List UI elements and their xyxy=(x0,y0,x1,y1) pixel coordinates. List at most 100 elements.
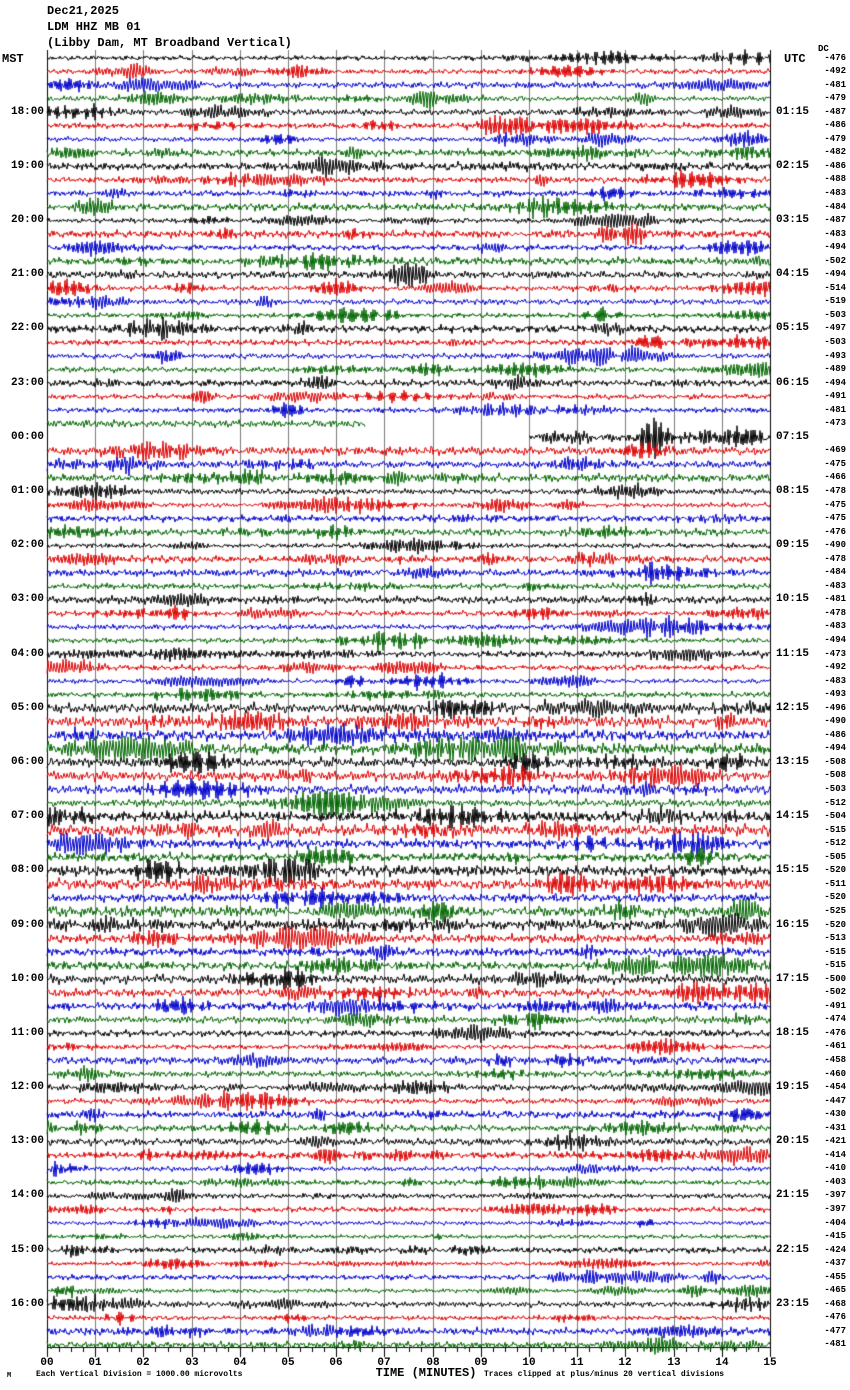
hour-label-mst: 19:00 xyxy=(10,160,44,172)
hour-label-utc: 08:15 xyxy=(776,485,810,497)
hour-label-utc: 06:15 xyxy=(776,377,810,389)
dc-offset-value: -473 xyxy=(824,649,846,659)
dc-offset-value: -466 xyxy=(824,472,846,482)
hour-label-utc: 05:15 xyxy=(776,322,810,334)
dc-offset-value: -483 xyxy=(824,229,846,239)
dc-offset-value: -481 xyxy=(824,1339,846,1349)
minute-tick-label: 07 xyxy=(377,1357,391,1369)
dc-offset-value: -487 xyxy=(824,107,846,117)
minute-tick-label: 00 xyxy=(40,1357,54,1369)
dc-offset-value: -505 xyxy=(824,852,846,862)
hour-label-utc: 17:15 xyxy=(776,973,810,985)
hour-label-mst: 08:00 xyxy=(10,864,44,876)
hour-label-utc: 15:15 xyxy=(776,864,810,876)
minute-tick-label: 15 xyxy=(763,1357,777,1369)
dc-offset-value: -511 xyxy=(824,879,846,889)
dc-offset-value: -478 xyxy=(824,486,846,496)
dc-offset-value: -469 xyxy=(824,445,846,455)
dc-offset-value: -515 xyxy=(824,960,846,970)
dc-offset-value: -508 xyxy=(824,770,846,780)
dc-offset-value: -494 xyxy=(824,242,846,252)
dc-offset-value: -508 xyxy=(824,757,846,767)
dc-offset-value: -490 xyxy=(824,716,846,726)
hour-label-mst: 23:00 xyxy=(10,377,44,389)
dc-offset-value: -447 xyxy=(824,1096,846,1106)
dc-offset-value: -487 xyxy=(824,215,846,225)
x-axis-title: TIME (MINUTES) xyxy=(375,1366,477,1380)
hour-label-mst: 07:00 xyxy=(10,810,44,822)
dc-offset-value: -486 xyxy=(824,730,846,740)
dc-offset-value: -491 xyxy=(824,391,846,401)
minute-tick-label: 02 xyxy=(136,1357,150,1369)
minute-tick-label: 01 xyxy=(88,1357,102,1369)
dc-offset-value: -437 xyxy=(824,1258,846,1268)
dc-offset-value: -491 xyxy=(824,1001,846,1011)
dc-offset-value: -482 xyxy=(824,147,846,157)
dc-offset-value: -519 xyxy=(824,296,846,306)
dc-offset-value: -512 xyxy=(824,798,846,808)
left-axis-header-mst: MST xyxy=(2,52,24,66)
hour-label-utc: 09:15 xyxy=(776,539,810,551)
hour-label-utc: 14:15 xyxy=(776,810,810,822)
dc-offset-value: -492 xyxy=(824,662,846,672)
hour-label-utc: 04:15 xyxy=(776,268,810,280)
dc-offset-value: -454 xyxy=(824,1082,846,1092)
hour-label-mst: 03:00 xyxy=(10,593,44,605)
hour-label-mst: 13:00 xyxy=(10,1135,44,1147)
dc-offset-value: -414 xyxy=(824,1150,846,1160)
dc-offset-value: -484 xyxy=(824,202,846,212)
minute-tick-label: 03 xyxy=(185,1357,199,1369)
dc-offset-value: -473 xyxy=(824,418,846,428)
dc-offset-value: -504 xyxy=(824,811,846,821)
dc-offset-value: -478 xyxy=(824,554,846,564)
dc-offset-value: -520 xyxy=(824,892,846,902)
hour-label-mst: 09:00 xyxy=(10,919,44,931)
dc-offset-value: -489 xyxy=(824,364,846,374)
hour-label-utc: 07:15 xyxy=(776,431,810,443)
hour-label-utc: 02:15 xyxy=(776,160,810,172)
hour-label-mst: 18:00 xyxy=(10,106,44,118)
dc-offset-value: -468 xyxy=(824,1299,846,1309)
hour-label-mst: 14:00 xyxy=(10,1189,44,1201)
dc-offset-value: -492 xyxy=(824,66,846,76)
dc-offset-value: -397 xyxy=(824,1190,846,1200)
dc-offset-value: -502 xyxy=(824,256,846,266)
dc-offset-value: -475 xyxy=(824,513,846,523)
dc-offset-value: -476 xyxy=(824,1028,846,1038)
hour-label-mst: 21:00 xyxy=(10,268,44,280)
dc-offset-value: -486 xyxy=(824,161,846,171)
dc-offset-value: -465 xyxy=(824,1285,846,1295)
minute-tick-label: 06 xyxy=(329,1357,343,1369)
dc-offset-value: -488 xyxy=(824,174,846,184)
dc-offset-value: -476 xyxy=(824,527,846,537)
hour-label-utc: 10:15 xyxy=(776,593,810,605)
dc-offset-header: DC xyxy=(818,44,829,54)
dc-offset-value: -503 xyxy=(824,337,846,347)
dc-offset-value: -496 xyxy=(824,703,846,713)
minute-tick-label: 10 xyxy=(522,1357,536,1369)
dc-offset-value: -520 xyxy=(824,865,846,875)
hour-label-mst: 22:00 xyxy=(10,322,44,334)
dc-offset-value: -479 xyxy=(824,134,846,144)
dc-offset-value: -515 xyxy=(824,825,846,835)
minute-tick-label: 13 xyxy=(667,1357,681,1369)
dc-offset-value: -460 xyxy=(824,1069,846,1079)
dc-offset-value: -415 xyxy=(824,1231,846,1241)
dc-offset-value: -475 xyxy=(824,500,846,510)
dc-offset-value: -493 xyxy=(824,351,846,361)
hour-label-mst: 00:00 xyxy=(10,431,44,443)
vertical-division-note: Each Vertical Division = 1000.00 microvo… xyxy=(36,1370,243,1379)
dc-offset-value: -512 xyxy=(824,838,846,848)
dc-offset-value: -477 xyxy=(824,1326,846,1336)
title-date: Dec21,2025 xyxy=(47,4,120,18)
dc-offset-value: -410 xyxy=(824,1163,846,1173)
dc-offset-value: -490 xyxy=(824,540,846,550)
dc-offset-value: -515 xyxy=(824,947,846,957)
dc-offset-value: -502 xyxy=(824,987,846,997)
hour-label-utc: 20:15 xyxy=(776,1135,810,1147)
hour-label-utc: 01:15 xyxy=(776,106,810,118)
minute-tick-label: 12 xyxy=(618,1357,632,1369)
dc-offset-value: -481 xyxy=(824,594,846,604)
